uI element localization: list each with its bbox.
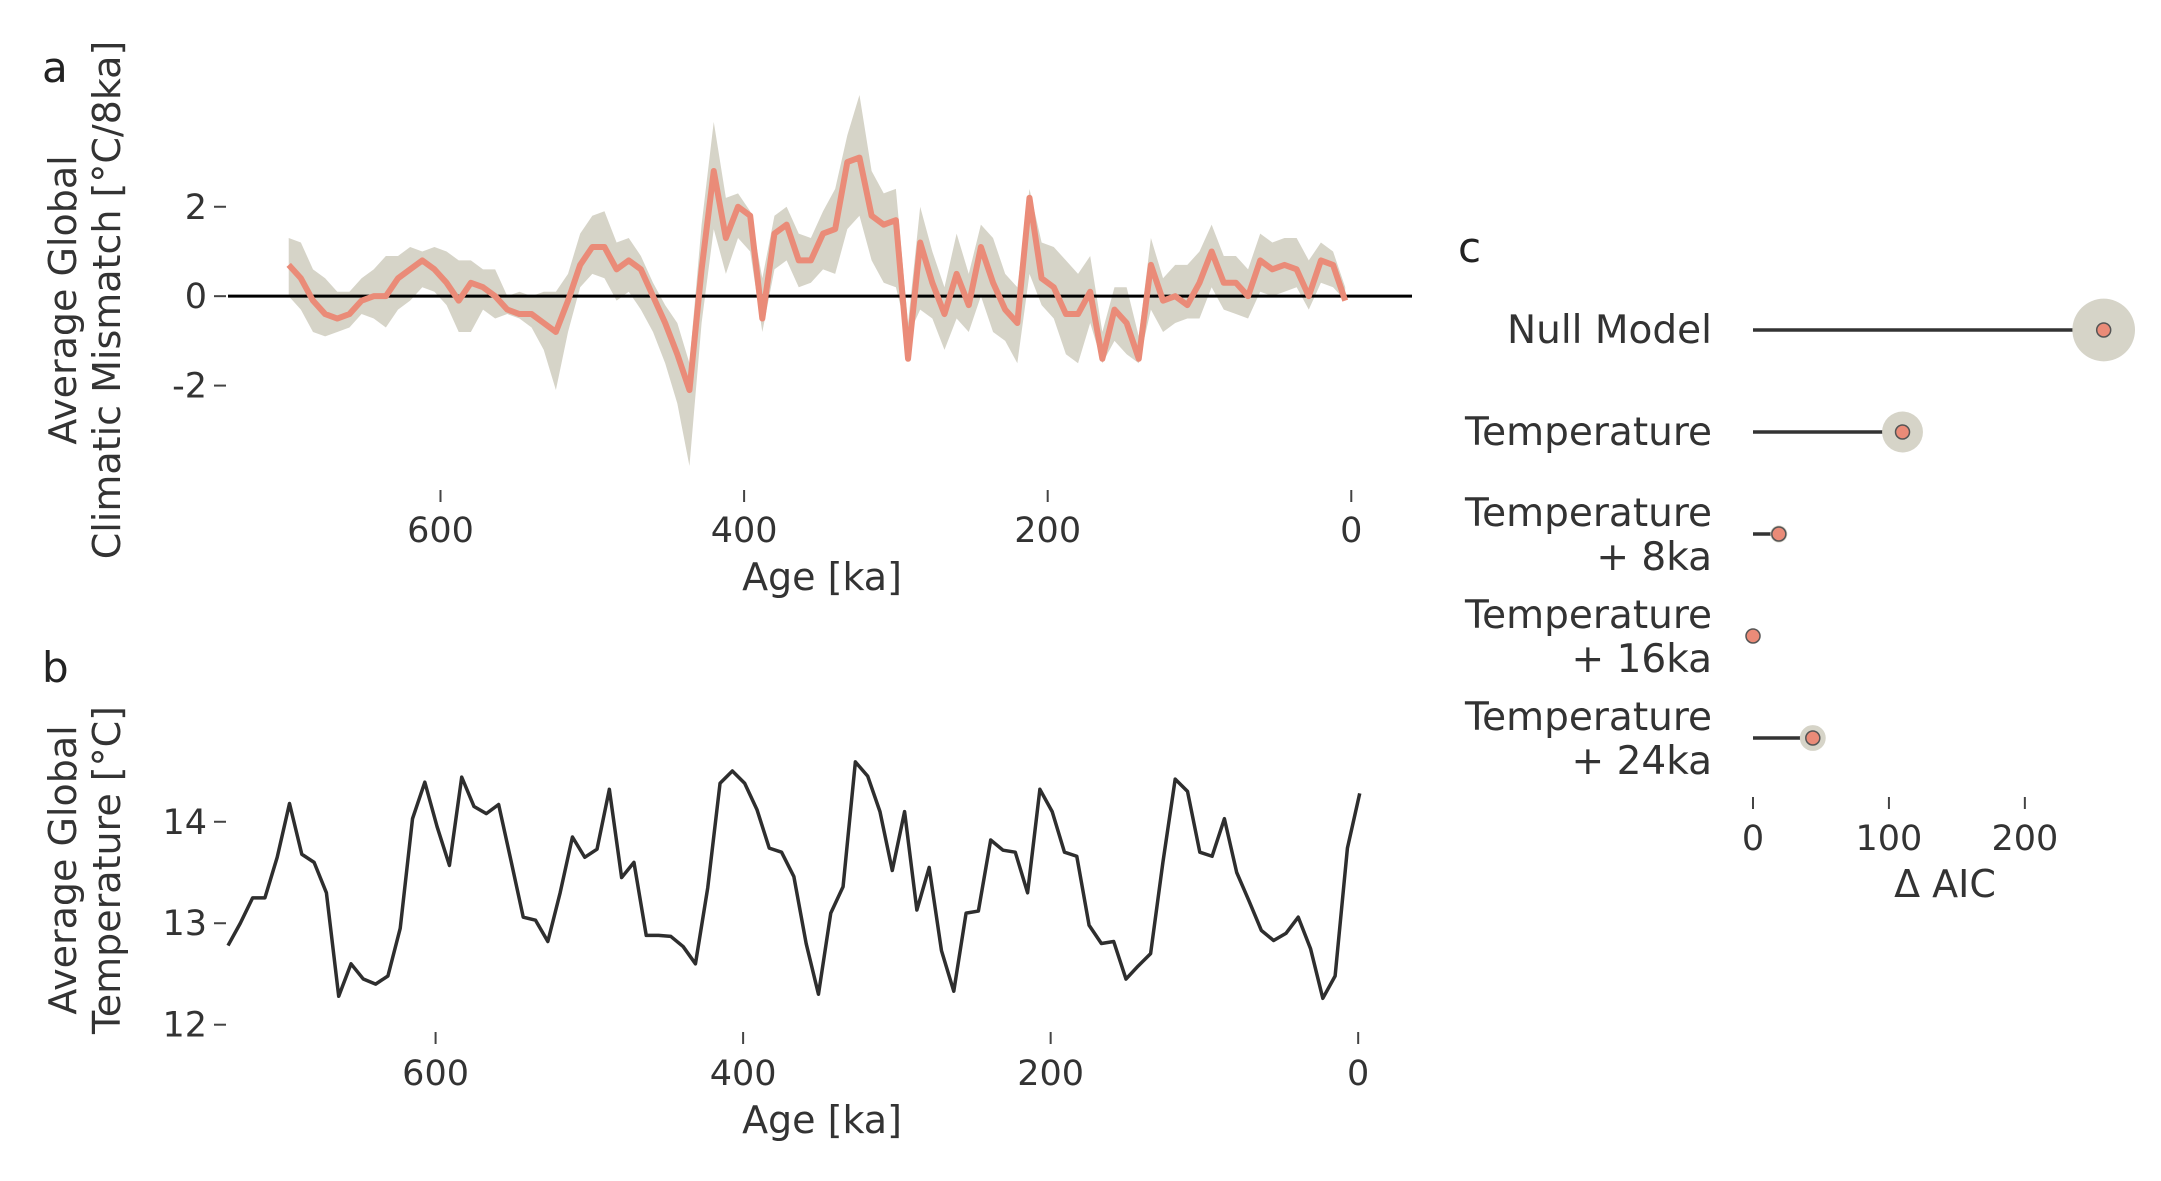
- y-tick-label: 0: [185, 277, 207, 317]
- point-marker: [1745, 628, 1761, 644]
- mismatch-series-line: [286, 154, 1349, 394]
- panel-b-xlabel: Age [ka]: [742, 1098, 902, 1142]
- panel-a-plot-area: 2 0 -2 600 400 200 0: [172, 95, 1412, 551]
- x-tick-label: 0: [1340, 511, 1362, 551]
- panel-a-xlabel: Age [ka]: [742, 555, 902, 599]
- category-label: Temperature + 24ka: [1464, 695, 1712, 784]
- panel-b-label: b: [42, 643, 69, 692]
- y-tick-label: 13: [162, 904, 207, 944]
- y-tick-label: 12: [162, 1006, 207, 1046]
- panel-a-mismatch-chart: a Average GlobalClimatic Mismatch [°C/8k…: [41, 41, 1412, 599]
- x-tick-label: 100: [1856, 819, 1923, 859]
- x-tick-label: 200: [1991, 819, 2058, 859]
- x-tick-label: 200: [1017, 1054, 1084, 1094]
- panel-b-plot-area: 14 13 12 600 400 200 0: [162, 760, 1369, 1094]
- panel-b-ylabel: Average GlobalTemperature [°C]: [41, 706, 129, 1035]
- y-tick-label: 2: [185, 188, 207, 228]
- temperature-series-line: [226, 760, 1362, 1001]
- x-tick-label: 200: [1014, 511, 1081, 551]
- point-marker: [1805, 730, 1821, 746]
- y-tick-label: 14: [162, 803, 207, 843]
- x-tick-label: 400: [710, 1054, 777, 1094]
- x-tick-label: 600: [407, 511, 474, 551]
- panel-c-xlabel: Δ AIC: [1894, 862, 1996, 906]
- point-marker: [1894, 424, 1911, 440]
- x-tick-label: 0: [1347, 1054, 1369, 1094]
- point-marker: [2095, 322, 2112, 338]
- category-label: Temperature + 16ka: [1464, 593, 1712, 682]
- y-tick-label: -2: [172, 367, 207, 407]
- panel-b-temperature-chart: b Average GlobalTemperature [°C] Age [ka…: [41, 643, 1369, 1142]
- uncertainty-band: [288, 95, 1346, 467]
- category-label: Temperature: [1464, 410, 1712, 455]
- panel-a-label: a: [42, 43, 68, 92]
- panel-c-aic-chart: c Δ AIC Null Model Temperature Temperature…: [1458, 223, 2136, 906]
- x-tick-label: 0: [1742, 819, 1764, 859]
- panel-c-plot-area: Null Model Temperature Temperature + 8ka Tem…: [1464, 298, 2136, 859]
- panel-c-label: c: [1458, 223, 1481, 272]
- x-tick-label: 400: [711, 511, 778, 551]
- x-tick-label: 600: [402, 1054, 469, 1094]
- category-label: Temperature + 8ka: [1464, 491, 1712, 580]
- point-marker: [1771, 526, 1787, 542]
- panel-a-ylabel: Average GlobalClimatic Mismatch [°C/8ka]: [41, 41, 129, 560]
- category-label: Null Model: [1507, 308, 1712, 353]
